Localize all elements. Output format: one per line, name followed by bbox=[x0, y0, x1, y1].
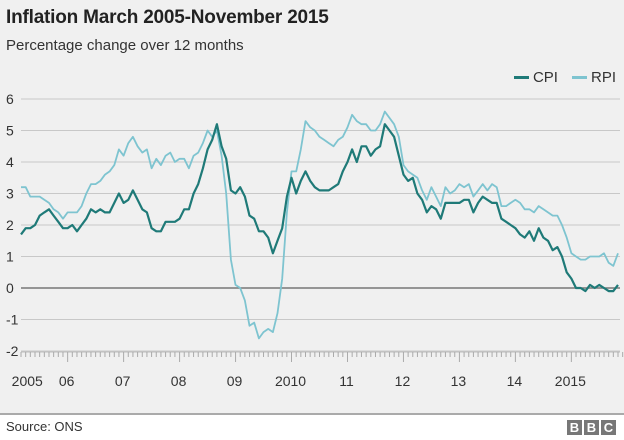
source-note: Source: ONS bbox=[6, 419, 83, 434]
x-tick-label: 13 bbox=[451, 373, 467, 389]
legend-label-cpi: CPI bbox=[532, 69, 558, 86]
legend-item-rpi: RPI bbox=[571, 69, 616, 86]
x-tick-label: 09 bbox=[227, 373, 243, 389]
x-tick-label: 14 bbox=[507, 373, 523, 389]
x-tick-label: 11 bbox=[339, 373, 354, 389]
legend-label-rpi: RPI bbox=[590, 69, 616, 86]
y-tick-label: -2 bbox=[6, 343, 19, 359]
x-tick-label: 2010 bbox=[275, 373, 306, 389]
y-tick-label: 5 bbox=[6, 123, 14, 139]
y-tick-label: 3 bbox=[6, 186, 14, 202]
x-tick-label: 2015 bbox=[555, 373, 586, 389]
x-tick-label: 2005 bbox=[12, 373, 43, 389]
bbc-logo-b2: B bbox=[584, 420, 599, 435]
bbc-logo: B B C bbox=[567, 420, 616, 435]
series-line-cpi bbox=[20, 123, 619, 293]
legend-item-cpi: CPI bbox=[513, 69, 558, 86]
x-tick-label: 12 bbox=[395, 373, 411, 389]
footer: Source: ONS B B C bbox=[0, 413, 624, 440]
series-line-rpi bbox=[21, 110, 619, 340]
bbc-logo-c: C bbox=[601, 420, 616, 435]
bbc-logo-b1: B bbox=[567, 420, 582, 435]
chart-title: Inflation March 2005-November 2015 bbox=[6, 7, 329, 28]
y-tick-label: 0 bbox=[6, 280, 14, 296]
x-tick-label: 08 bbox=[171, 373, 187, 389]
legend-swatch-cpi bbox=[513, 76, 529, 79]
line-chart: 6 5 4 3 2 1 0 -1 -2 2005 06 07 08 09 2010 11 12 13 14 2015 bbox=[6, 91, 624, 389]
legend: CPI RPI bbox=[513, 69, 616, 86]
x-tick-label: 06 bbox=[59, 373, 75, 389]
y-tick-label: 4 bbox=[6, 154, 14, 170]
y-tick-label: 1 bbox=[6, 249, 14, 265]
y-tick-label: -1 bbox=[6, 312, 19, 328]
x-tick-label: 07 bbox=[115, 373, 131, 389]
chart-subtitle: Percentage change over 12 months bbox=[6, 37, 244, 54]
legend-swatch-rpi bbox=[571, 76, 587, 79]
y-tick-label: 6 bbox=[6, 91, 14, 107]
y-tick-label: 2 bbox=[6, 217, 14, 233]
